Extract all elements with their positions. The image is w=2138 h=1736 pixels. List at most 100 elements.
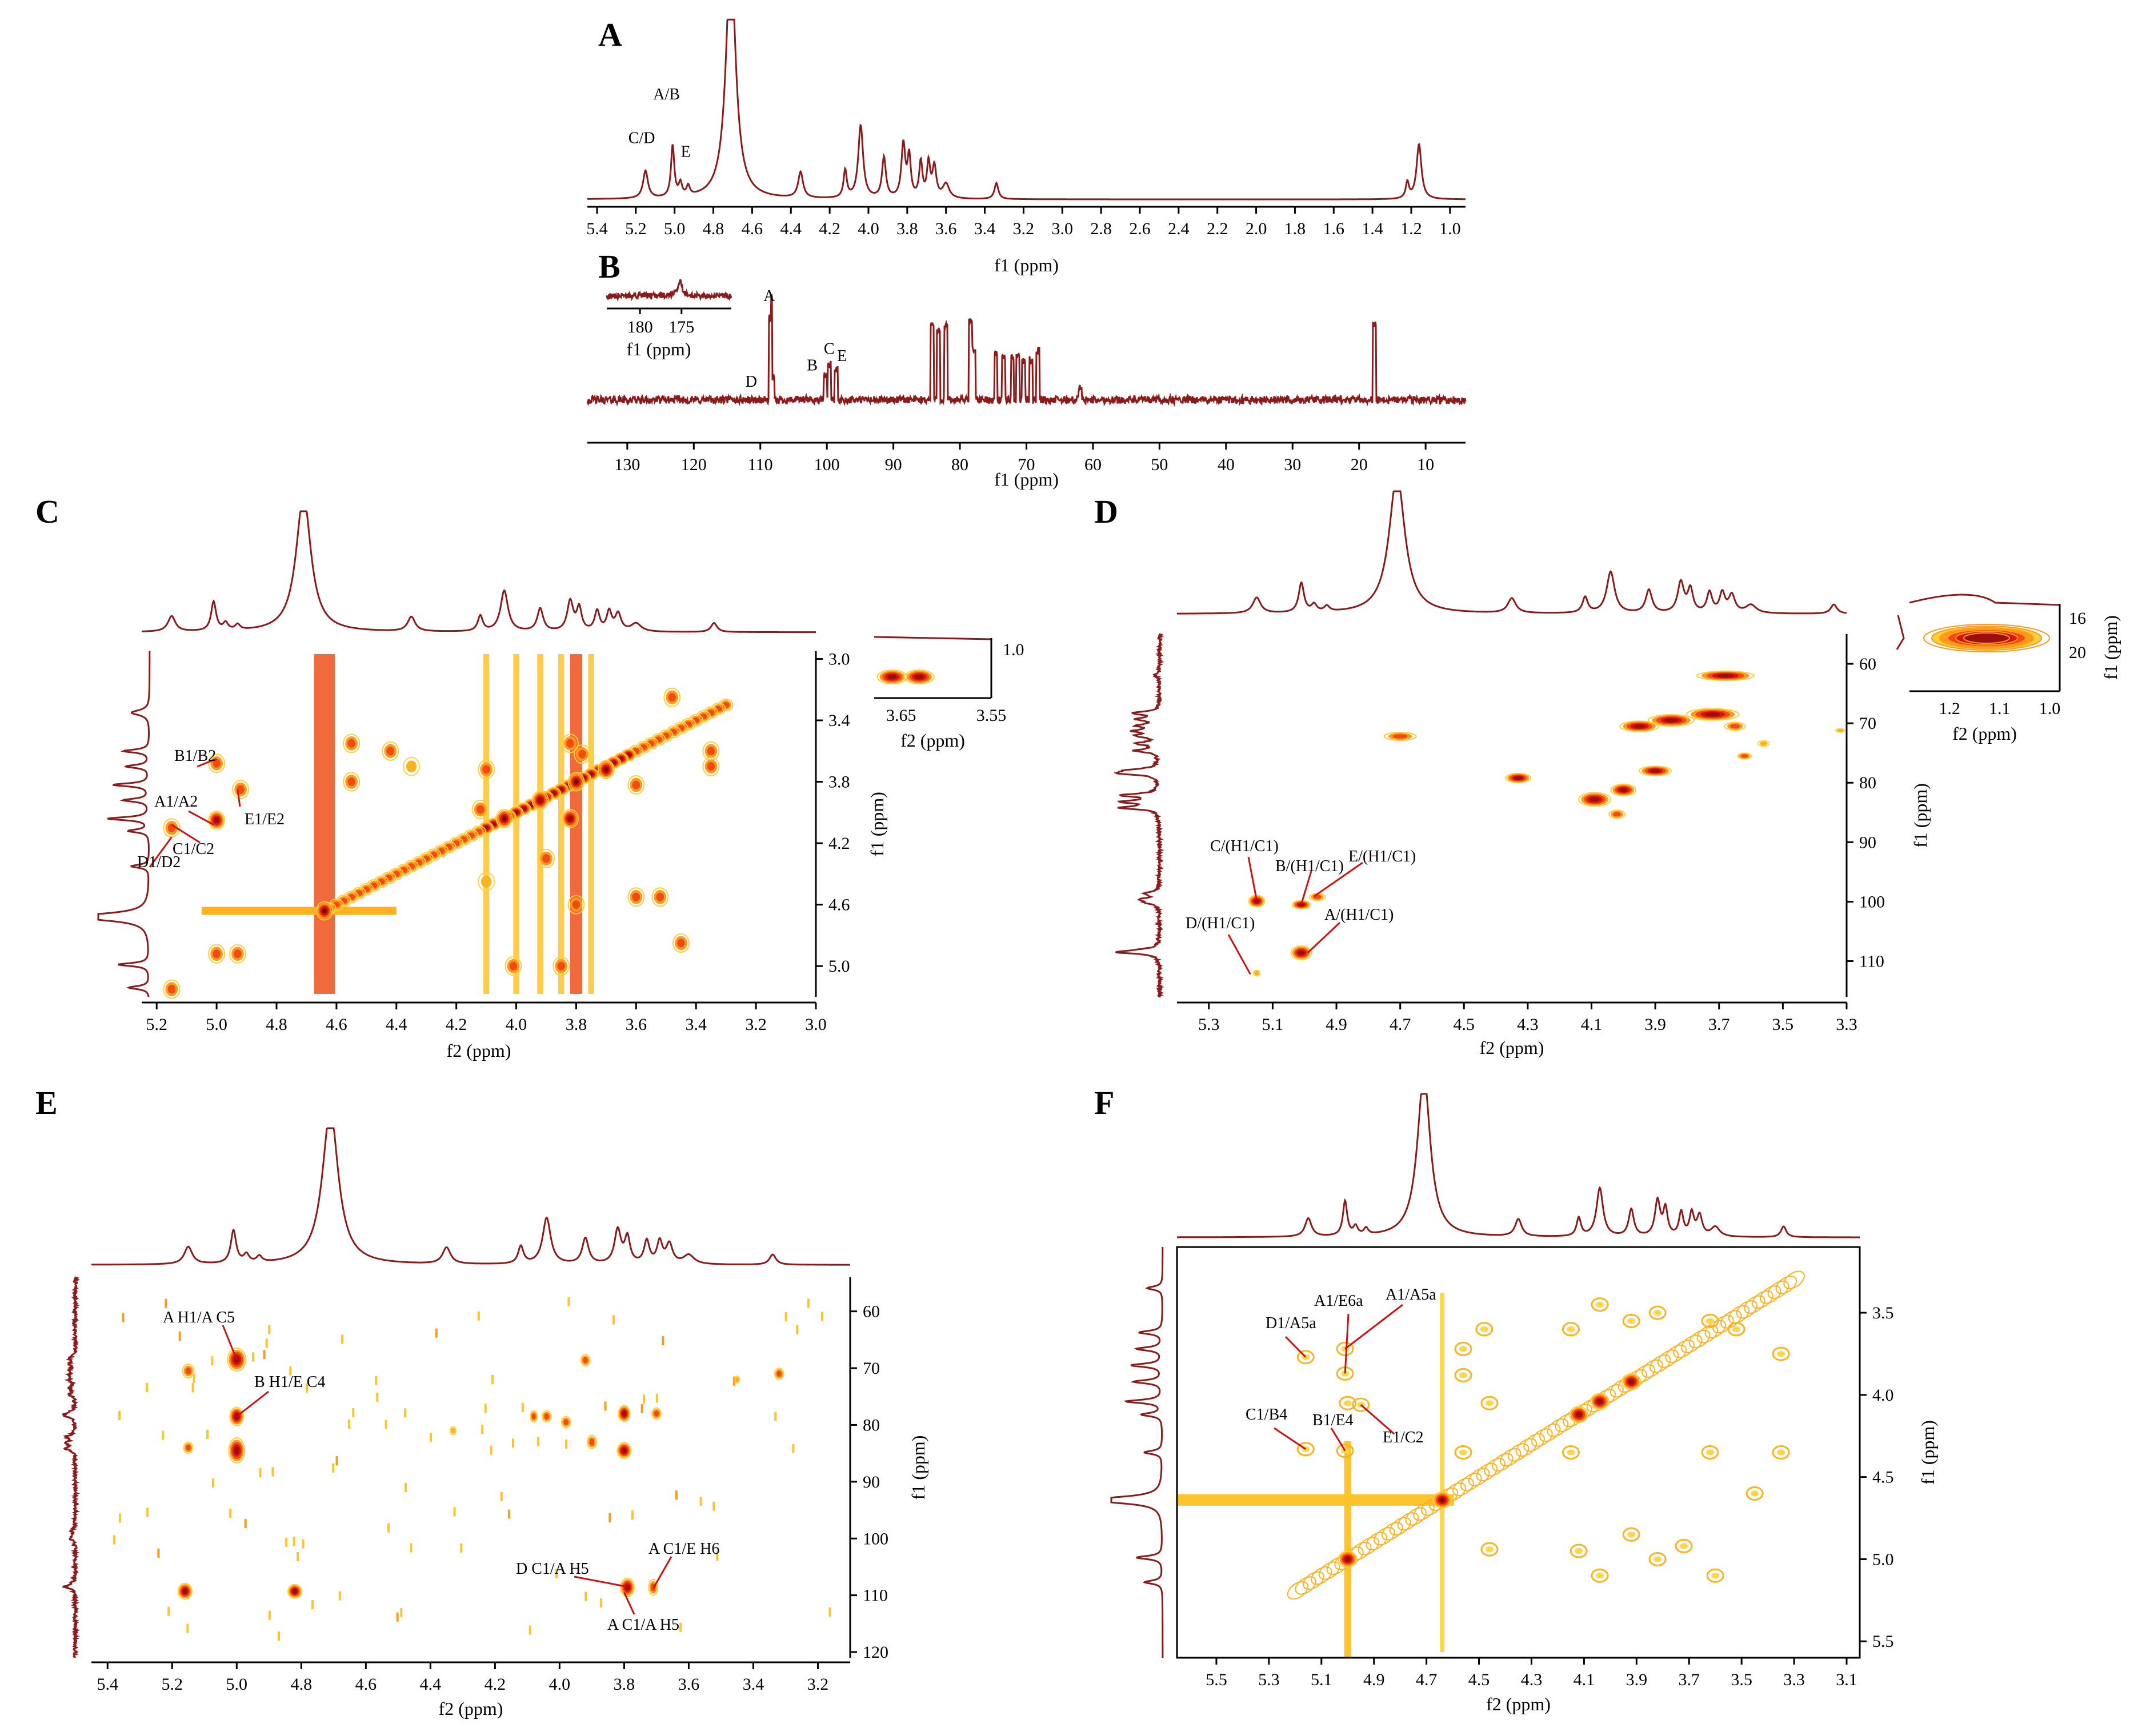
- x-tick-label: 1.6: [1323, 219, 1345, 238]
- cross-peak: [627, 775, 645, 795]
- y-tick-label: 3.0: [828, 650, 850, 668]
- y-tick-label: 1.0: [1003, 640, 1024, 659]
- cross-peak: [915, 674, 924, 680]
- y-tick-label: 110: [1859, 952, 1884, 971]
- peak-annotation: A C1/A H5: [607, 1616, 679, 1634]
- x-tick-label: 1.2: [1939, 699, 1960, 718]
- y-tick-label: 4.0: [1872, 1386, 1894, 1405]
- annotation-leader: [1300, 871, 1312, 905]
- diagonal-contour: [1318, 1561, 1340, 1580]
- cross-peak: [347, 777, 355, 787]
- x-tick-label: 3.55: [976, 706, 1007, 725]
- annotation-leader: [1274, 1427, 1307, 1450]
- x-tick-label: 3.3: [1836, 1015, 1857, 1034]
- cross-peak: [1717, 673, 1733, 677]
- x-tick-label: 3.2: [745, 1015, 767, 1034]
- cross-peak: [1619, 788, 1628, 792]
- cross-peak: [648, 1578, 659, 1596]
- cross-peak: [213, 949, 221, 959]
- x-tick-label: 3.0: [1052, 219, 1074, 238]
- x-tick-label: 5.5: [1206, 1670, 1227, 1689]
- x-tick-label: 4.1: [1574, 1670, 1595, 1689]
- x-tick-label: 5.1: [1262, 1015, 1284, 1034]
- noise-mark: [679, 1622, 682, 1632]
- cross-peak-core: [503, 817, 506, 820]
- cross-peak: [567, 815, 573, 822]
- cross-peak: [552, 956, 570, 976]
- cross-peak-core: [604, 768, 608, 771]
- cross-peak: [573, 744, 591, 764]
- cross-peak: [1576, 1412, 1582, 1417]
- cross-peak: [557, 961, 565, 971]
- x-tick-label: 3.8: [566, 1015, 587, 1034]
- x-tick-label: 30: [1284, 455, 1301, 474]
- x-tick-label: 5.0: [664, 219, 686, 238]
- cross-peak: [541, 1410, 552, 1423]
- panel-label-F: F: [1094, 1084, 1114, 1121]
- noise-mark: [157, 1548, 160, 1558]
- y-tick-label: 110: [863, 1586, 888, 1605]
- noise-mark: [716, 1551, 719, 1561]
- diagonal-contour: [1547, 1418, 1569, 1437]
- cross-peak: [1298, 950, 1305, 956]
- peak-annotation: E/(H1/C1): [1348, 848, 1416, 865]
- noise-mark: [376, 1392, 379, 1402]
- cross-peak: [654, 1410, 659, 1417]
- noise-mark: [348, 1419, 351, 1429]
- cross-peak: [382, 741, 399, 761]
- cross-peak: [1745, 1486, 1764, 1501]
- peak-annotation: D: [746, 373, 757, 391]
- noise-mark: [807, 1298, 810, 1308]
- x-tick-label: 90: [885, 455, 902, 474]
- cross-peak: [234, 1446, 239, 1454]
- peak-annotation: D/(H1/C1): [1186, 915, 1255, 932]
- cross-peak: [1648, 1305, 1667, 1320]
- peak-annotation: B/(H1/C1): [1275, 857, 1344, 875]
- x-tick-label: 4.4: [780, 219, 802, 238]
- x-tick-label: 4.6: [355, 1675, 377, 1694]
- noise-mark: [642, 1394, 645, 1404]
- cross-peak: [292, 1589, 298, 1594]
- x-tick-label: 120: [681, 455, 707, 474]
- cross-peak: [627, 887, 645, 907]
- x-tick-label: 4.2: [819, 219, 840, 238]
- noise-mark: [500, 1492, 503, 1502]
- y-tick-label: 90: [1859, 833, 1876, 852]
- x-tick-label: 1.4: [1362, 219, 1383, 238]
- cross-peak: [386, 747, 395, 756]
- cross-peak-core: [574, 780, 578, 784]
- noise-mark: [537, 1437, 540, 1446]
- x-tick-label: 4.7: [1416, 1670, 1438, 1689]
- cross-peak: [1254, 971, 1260, 976]
- cross-peak: [1596, 1398, 1603, 1404]
- proton-spectrum: [587, 18, 1466, 201]
- cross-peak: [182, 1589, 187, 1594]
- cross-peak: [702, 756, 720, 776]
- cross-peak: [531, 1413, 536, 1420]
- peak-annotation: C1/B4: [1246, 1406, 1287, 1424]
- x-tick-label: 130: [614, 455, 640, 474]
- x-tick-label: 175: [668, 318, 694, 336]
- cross-peak: [471, 799, 489, 819]
- cross-peak: [509, 961, 518, 971]
- x-tick-label: 4.3: [1517, 1015, 1539, 1034]
- noise-mark: [662, 1336, 664, 1346]
- cross-peak-core: [1459, 1372, 1467, 1378]
- x-tick-label: 3.9: [1626, 1670, 1648, 1689]
- cross-peak: [167, 984, 176, 994]
- cross-peak: [1578, 792, 1612, 807]
- x-tick-label: 4.8: [703, 219, 724, 238]
- annotation-leader: [236, 1390, 269, 1417]
- cross-peak: [229, 944, 246, 964]
- cross-peak-core: [1485, 1546, 1494, 1553]
- cross-peak: [1622, 1527, 1640, 1542]
- cross-peak: [1590, 797, 1600, 802]
- noise-mark: [297, 1552, 299, 1562]
- cross-peak-core: [1732, 1326, 1740, 1332]
- peak-annotation: A/B: [653, 86, 680, 103]
- y-tick-label: 60: [863, 1302, 880, 1321]
- diagonal-contour: [1358, 1537, 1380, 1555]
- x-tick-label: 3.2: [1013, 219, 1035, 238]
- noise-mark: [206, 1429, 209, 1439]
- noise-mark: [774, 1412, 777, 1421]
